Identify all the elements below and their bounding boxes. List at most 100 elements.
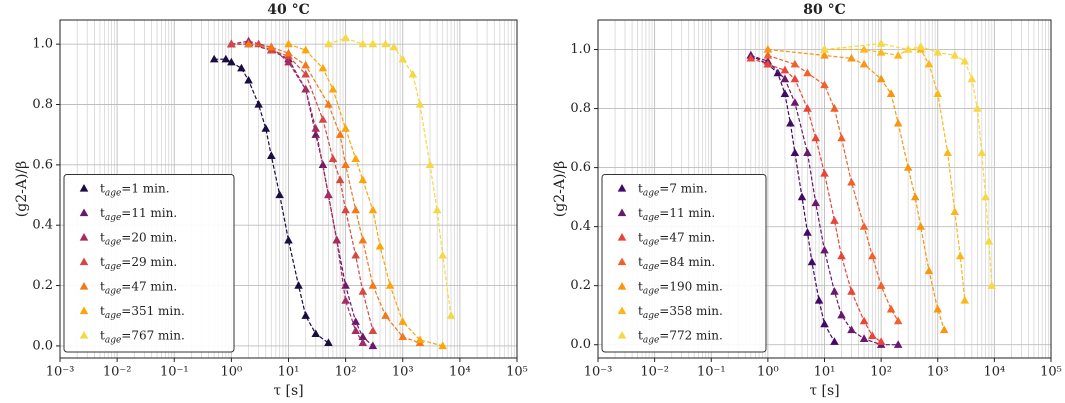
marker (368, 341, 378, 350)
marker (847, 287, 856, 295)
legend-marker (617, 257, 627, 266)
marker (318, 115, 328, 123)
marker (847, 177, 856, 186)
marker (368, 326, 378, 334)
y-tick-label: 0.2 (32, 278, 53, 293)
y-tick-label: 0.4 (570, 219, 591, 234)
marker (351, 317, 360, 325)
marker (368, 281, 378, 289)
marker (868, 331, 877, 340)
marker (903, 163, 913, 171)
marker (341, 33, 350, 42)
marker (368, 205, 378, 214)
marker (893, 316, 903, 325)
marker (780, 89, 790, 97)
marker (933, 47, 943, 56)
marker (351, 326, 360, 334)
y-tick-label: 0.8 (570, 101, 591, 116)
marker (973, 104, 982, 112)
marker (903, 45, 913, 53)
legend-box (63, 174, 235, 353)
y-axis-label: (g2-A)/β (552, 161, 568, 217)
marker (820, 80, 829, 89)
marker (943, 148, 952, 156)
marker (876, 47, 886, 56)
marker (227, 39, 236, 48)
x-tick-label: 10⁻¹ (697, 365, 726, 380)
marker (318, 63, 328, 72)
marker (981, 192, 990, 201)
legend-marker (79, 257, 89, 266)
marker (847, 325, 856, 334)
marker (261, 124, 271, 132)
marker (335, 175, 345, 184)
marker (267, 151, 276, 159)
y-tick-label: 0.6 (32, 157, 53, 172)
x-tick-label: 10⁻² (103, 365, 132, 380)
marker (830, 104, 839, 112)
legend-label: tage=20 min. (100, 230, 177, 247)
legend-marker (79, 208, 89, 217)
y-tick-label: 0.8 (32, 97, 53, 112)
legend-box (601, 174, 767, 353)
marker (886, 89, 896, 97)
marker (910, 192, 920, 201)
marker (438, 341, 447, 350)
legend-label: tage=358 min. (638, 304, 723, 321)
legend-marker (79, 184, 89, 192)
legend-label: tage=1 min. (100, 181, 170, 198)
marker (933, 89, 943, 97)
legend-label: tage=47 min. (100, 279, 177, 296)
marker (876, 74, 886, 83)
legend-marker (617, 233, 627, 241)
legend-label: tage=772 min. (638, 328, 723, 345)
marker (381, 39, 390, 48)
marker (254, 100, 263, 108)
marker (358, 287, 368, 295)
legend-label: tage=84 min. (638, 255, 715, 272)
legend-marker (79, 331, 89, 339)
marker (830, 216, 839, 224)
marker (924, 59, 934, 68)
y-tick-label: 1.0 (32, 37, 53, 52)
legend-marker (617, 282, 627, 290)
marker (227, 57, 236, 66)
marker (351, 250, 360, 259)
legend-marker (617, 208, 627, 217)
legend-label: tage=47 min. (638, 230, 715, 247)
marker (939, 325, 949, 334)
marker (786, 118, 795, 127)
marker (398, 332, 408, 341)
marker (335, 130, 345, 138)
marker (328, 154, 338, 162)
marker (318, 160, 328, 169)
marker (847, 53, 856, 62)
marker (368, 39, 378, 48)
marker (332, 235, 342, 244)
x-tick-label: 10⁻¹ (160, 365, 189, 380)
marker (351, 205, 360, 214)
marker (790, 148, 800, 156)
marker (763, 59, 773, 68)
marker (301, 60, 310, 69)
marker (876, 281, 886, 289)
marker (837, 310, 846, 319)
marker (933, 304, 943, 313)
marker (446, 311, 456, 319)
marker (893, 118, 903, 127)
legend-label: tage=11 min. (100, 206, 177, 223)
x-tick-label: 10⁻³ (46, 365, 75, 380)
marker (763, 50, 773, 59)
legend-marker (79, 233, 89, 241)
marker (341, 124, 350, 132)
marker (389, 42, 399, 51)
marker (977, 148, 987, 156)
chart-title: 40 °C (267, 2, 310, 18)
marker (301, 45, 310, 54)
marker (267, 42, 276, 51)
legend-marker (79, 306, 89, 315)
marker (820, 169, 829, 177)
marker (244, 75, 253, 84)
marker (960, 295, 970, 304)
marker (324, 338, 333, 347)
